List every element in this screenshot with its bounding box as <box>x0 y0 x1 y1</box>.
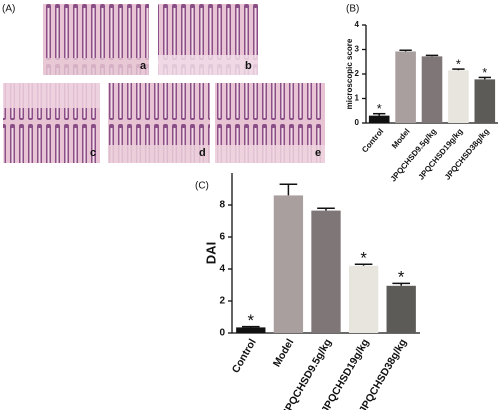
y-tick-label: 3 <box>355 45 360 54</box>
x-tick-label: Model <box>390 127 412 150</box>
bar <box>395 51 416 123</box>
panel-label: (A) <box>2 4 15 15</box>
y-tick-label: 4 <box>355 20 360 29</box>
panel-label: (B) <box>346 4 359 15</box>
y-axis-label: microscopic score <box>345 38 354 109</box>
bar <box>236 327 266 333</box>
significance-marker: * <box>456 56 461 71</box>
bar <box>273 195 304 333</box>
y-tick-label: 2 <box>219 296 225 307</box>
y-tick-label: 0 <box>219 328 225 339</box>
histology-image: e <box>215 83 325 163</box>
x-tick-label: Control <box>360 127 385 155</box>
bar <box>311 210 341 333</box>
bar <box>386 285 416 333</box>
y-axis-label: DAI <box>203 242 218 264</box>
bar <box>474 79 496 123</box>
panel-label: (C) <box>195 181 209 192</box>
significance-marker: * <box>482 65 487 80</box>
y-tick-label: 6 <box>219 232 225 243</box>
image-label: d <box>199 147 206 159</box>
image-label: c <box>90 147 96 159</box>
histology-image: b <box>158 4 258 75</box>
image-label: e <box>315 147 321 159</box>
histology-image: c <box>3 83 100 163</box>
histology-image: a <box>43 4 149 75</box>
image-label: b <box>245 60 252 72</box>
significance-marker: * <box>248 311 255 330</box>
x-tick-label: JPQCHSD9.5g/kg <box>389 127 439 184</box>
x-tick-label: Control <box>230 337 259 375</box>
y-tick-label: 0 <box>355 118 360 127</box>
x-tick-label: Model <box>271 337 297 369</box>
y-tick-label: 4 <box>219 264 225 275</box>
significance-marker: * <box>398 268 405 287</box>
bar <box>421 56 443 123</box>
bar <box>348 265 379 333</box>
histology-image: d <box>108 83 210 163</box>
y-tick-label: 8 <box>219 200 225 211</box>
y-tick-label: 2 <box>355 69 360 78</box>
significance-marker: * <box>360 248 367 267</box>
image-label: a <box>140 60 147 72</box>
significance-marker: * <box>377 101 382 116</box>
bar <box>368 115 390 123</box>
bar <box>448 70 469 123</box>
y-tick-label: 1 <box>355 94 360 103</box>
